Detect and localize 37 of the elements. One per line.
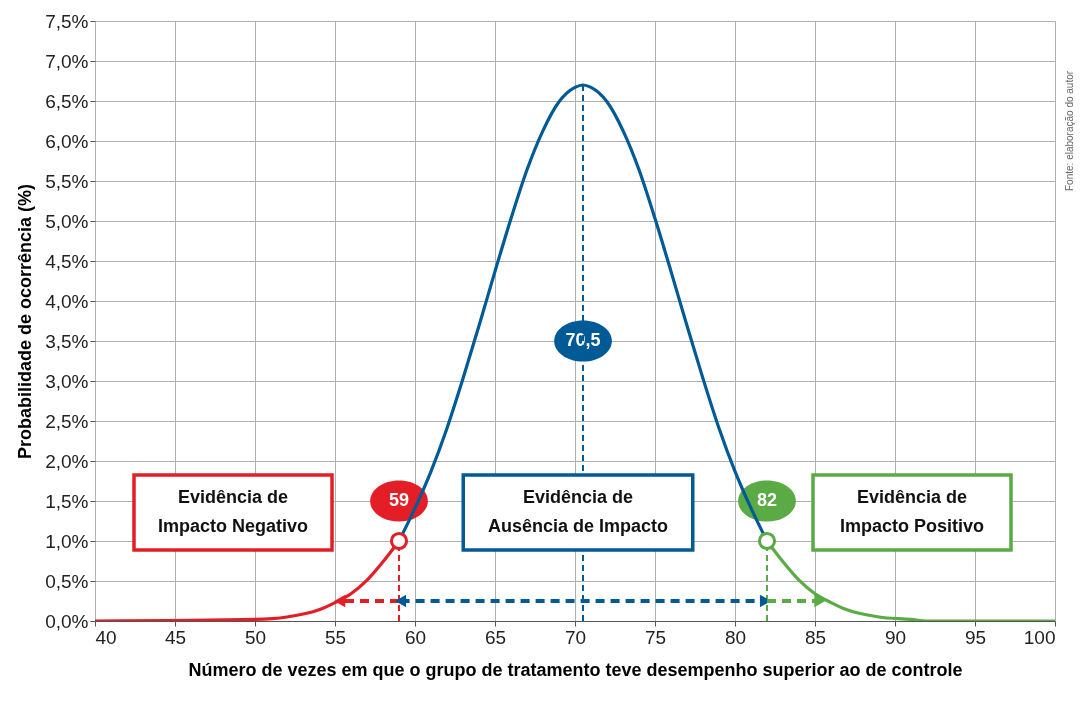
y-tick-label: 6,0% (45, 130, 89, 152)
x-tick-label: 80 (724, 626, 747, 648)
y-tick-label: 7,0% (45, 50, 89, 72)
x-tick-label: 70 (564, 626, 587, 648)
annotation: Evidência de Ausência de Impacto (487, 487, 669, 536)
y-tick-label: 2,5% (45, 410, 89, 432)
annotation: 82 (756, 490, 778, 510)
x-tick-label: 85 (804, 626, 827, 648)
y-tick-label: 3,5% (45, 330, 89, 352)
source-note: Fonte: elaboração do autor (1064, 70, 1075, 191)
y-axis-title: Probabilidade de ocorrência (%) (15, 183, 36, 460)
y-tick-label: 2,0% (45, 450, 89, 472)
x-tick-label: 90 (884, 626, 907, 648)
x-axis-title: Número de vezes em que o grupo de tratamento teve desempenho superior ao de controle (188, 659, 963, 680)
y-tick-label: 4,5% (45, 250, 89, 272)
y-tick-label: 5,5% (45, 170, 89, 192)
y-tick-label: 0,5% (45, 570, 89, 592)
y-tick-label: 6,5% (45, 90, 89, 112)
x-tick-label: 65 (484, 626, 507, 648)
x-tick-label: 50 (244, 626, 267, 648)
x-tick-label: 60 (404, 626, 427, 648)
y-tick-label: 5,0% (45, 210, 89, 232)
x-tick-label: 45 (164, 626, 187, 648)
y-tick-label: 3,0% (45, 370, 89, 392)
x-tick-label: 40 (95, 626, 117, 648)
y-tick-label: 1,0% (45, 530, 89, 552)
y-tick-label: 1,5% (45, 490, 89, 512)
y-tick-label: 4,0% (45, 290, 89, 312)
y-tick-label: 7,5% (45, 10, 89, 32)
x-tick-label: 55 (324, 626, 347, 648)
x-tick-label: 75 (644, 626, 667, 648)
annotation: Evidência de Impacto Negativo (157, 487, 309, 536)
y-tick-label: 0,0% (45, 610, 89, 632)
annotation: 59 (388, 490, 410, 510)
x-tick-label: 100 (1023, 626, 1056, 648)
x-tick-label: 95 (964, 626, 987, 648)
annotation: Evidência de Impacto Positivo (839, 487, 985, 536)
